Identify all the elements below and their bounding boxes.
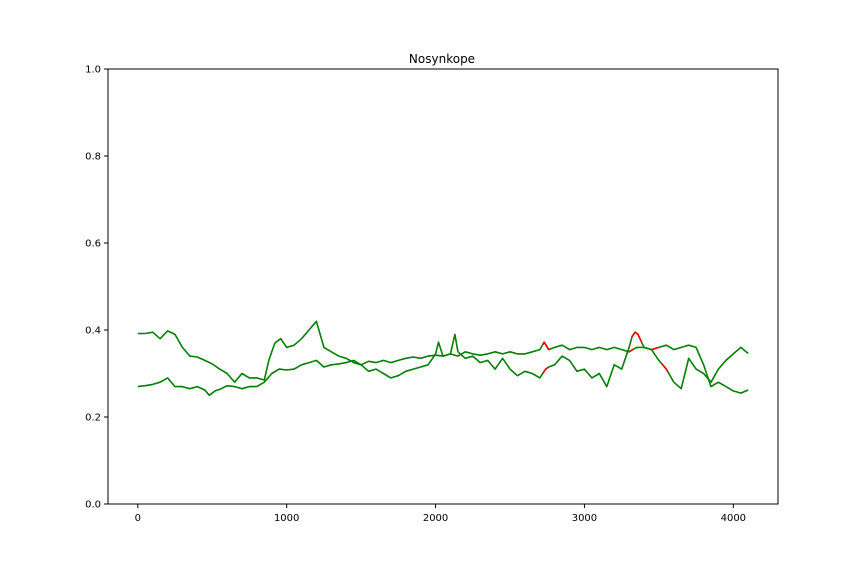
series-line-1 [137,320,749,390]
y-tick-label: 0.8 [85,152,101,163]
x-tick-label: 3000 [572,513,597,524]
y-tick-label: 0.0 [85,500,101,511]
plot-frame [107,68,779,505]
plot-area [137,320,749,397]
x-tick-label: 2000 [423,513,448,524]
y-axis: 0.0 0.2 0.4 0.6 0.8 1.0 [85,65,108,511]
x-tick-label: 1000 [274,513,299,524]
chart-title: Nosynkope [409,52,475,66]
y-tick-label: 1.0 [85,65,101,76]
series-2-highlight-segment [651,346,660,351]
series-1-highlight-segment [661,363,669,373]
y-tick-label: 0.2 [85,413,101,424]
x-tick-label: 0 [135,513,141,524]
series-2-highlight-segment [628,348,635,353]
x-axis: 0 1000 2000 3000 4000 [135,504,746,524]
x-tick-label: 4000 [721,513,746,524]
series-1-highlight-segment [542,366,550,374]
series-line-2 [137,341,749,397]
y-tick-label: 0.6 [85,239,101,250]
y-tick-label: 0.4 [85,326,101,337]
series-1-highlight-segment [631,331,642,342]
series-2-highlight-segment [542,341,551,351]
